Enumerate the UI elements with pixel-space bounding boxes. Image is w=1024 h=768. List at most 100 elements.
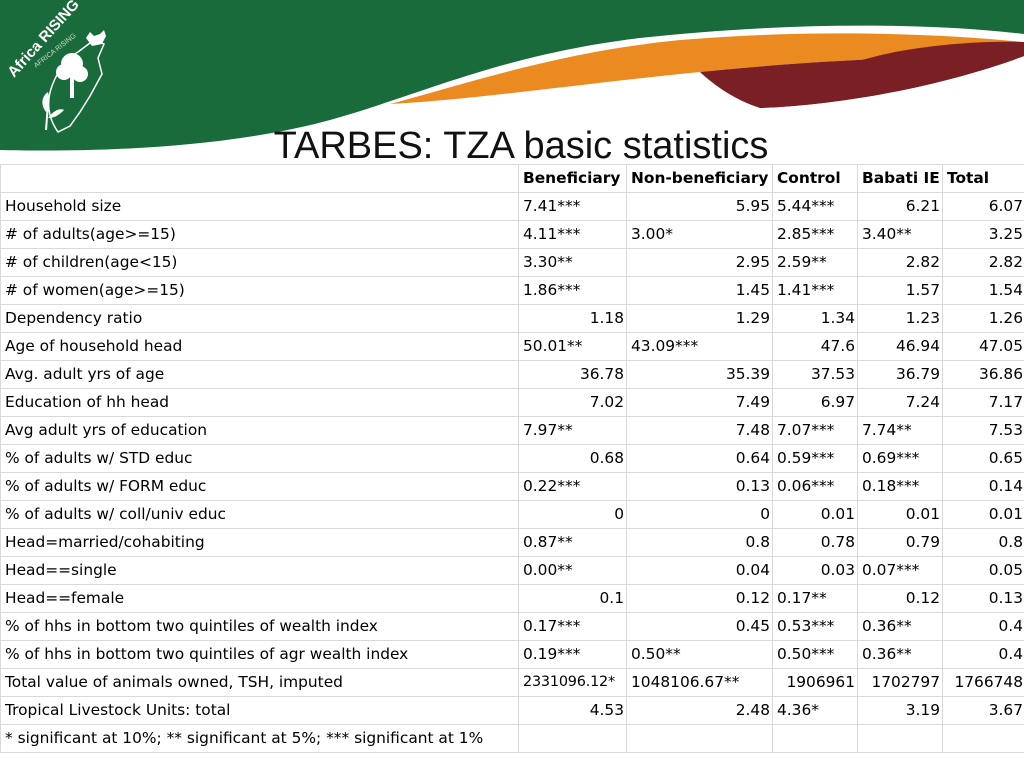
table-row: Education of hh head 7.02 7.49 6.97 7.24 7.17: [0, 388, 1024, 417]
table-cell: 4.53: [518, 696, 627, 725]
table-cell: 7.17: [942, 388, 1024, 417]
table-cell: 0: [518, 500, 627, 529]
table-row: Tropical Livestock Units: total 4.53 2.48 4…: [0, 696, 1024, 725]
table-cell: 0.01: [857, 500, 943, 529]
column-header: Control: [772, 164, 858, 193]
table-cell: 3.40**: [857, 220, 943, 249]
table-cell: 1.18: [518, 304, 627, 333]
table-cell: 7.97**: [518, 416, 627, 445]
table-cell: 0.36**: [857, 640, 943, 669]
empty-cell: [772, 724, 858, 753]
table-row: # of children(age<15) 3.30** 2.95 2.59** 2.8…: [0, 248, 1024, 277]
table-cell: 5.95: [626, 192, 773, 221]
table-header: Beneficiary Non-beneficiary Control Babati …: [0, 164, 1024, 193]
table-cell: 0.00**: [518, 556, 627, 585]
table-row: Dependency ratio 1.18 1.29 1.34 1.23 1.26: [0, 304, 1024, 333]
column-header: Babati IE: [857, 164, 943, 193]
table-cell: 1766748: [942, 668, 1024, 697]
table-cell: 0.14: [942, 472, 1024, 501]
row-label: Total value of animals owned, TSH, imput…: [0, 668, 519, 697]
table-cell: 1.23: [857, 304, 943, 333]
africa-rising-logo: Africa RISING AFRICA RISING: [4, 0, 106, 133]
footnote: * significant at 10%; ** significant at …: [0, 724, 519, 753]
table-cell: 1702797: [857, 668, 943, 697]
table-cell: 6.07: [942, 192, 1024, 221]
table-cell: 2.82: [857, 248, 943, 277]
row-label: Head==single: [0, 556, 519, 585]
table-cell: 7.02: [518, 388, 627, 417]
row-label: Education of hh head: [0, 388, 519, 417]
table-row: Age of household head 50.01** 43.09*** 47.6…: [0, 332, 1024, 361]
header-row: Beneficiary Non-beneficiary Control Babati …: [0, 164, 1024, 193]
table-cell: 0.87**: [518, 528, 627, 557]
table-row: % of hhs in bottom two quintiles of agr …: [0, 640, 1024, 669]
page-title: TARBES: TZA basic statistics: [273, 125, 769, 167]
column-header: Total: [942, 164, 1024, 193]
table-row: % of adults w/ coll/univ educ 0 0 0.01 0.01 0…: [0, 500, 1024, 529]
cow-icon: [86, 30, 106, 46]
table-cell: 0.13: [626, 472, 773, 501]
table-cell: 2.82: [942, 248, 1024, 277]
table-cell: 7.07***: [772, 416, 858, 445]
table-cell: 0.8: [942, 528, 1024, 557]
table-cell: 0.36**: [857, 612, 943, 641]
table-cell: 1.45: [626, 276, 773, 305]
table-cell: 1.26: [942, 304, 1024, 333]
table-cell: 4.11***: [518, 220, 627, 249]
table-cell: 1.57: [857, 276, 943, 305]
table-row: Head==single 0.00** 0.04 0.03 0.07*** 0.05: [0, 556, 1024, 585]
row-label: % of adults w/ STD educ: [0, 444, 519, 473]
table-cell: 3.25: [942, 220, 1024, 249]
table-cell: 1.34: [772, 304, 858, 333]
table-row: Head=married/cohabiting 0.87** 0.8 0.78 0.79…: [0, 528, 1024, 557]
table-cell: 4.36*: [772, 696, 858, 725]
table-cell: 0.68: [518, 444, 627, 473]
table-cell: 2.59**: [772, 248, 858, 277]
table-cell: 36.79: [857, 360, 943, 389]
row-label: % of hhs in bottom two quintiles of agr …: [0, 640, 519, 669]
row-label: Tropical Livestock Units: total: [0, 696, 519, 725]
table-cell: 0.18***: [857, 472, 943, 501]
empty-cell: [518, 724, 627, 753]
table-cell: 1048106.67**: [626, 668, 773, 697]
row-label: # of adults(age>=15): [0, 220, 519, 249]
table-cell: 0.79: [857, 528, 943, 557]
table-cell: 1.86***: [518, 276, 627, 305]
table-cell: 0.17***: [518, 612, 627, 641]
table-row: % of hhs in bottom two quintiles of weal…: [0, 612, 1024, 641]
table-cell: 0.22***: [518, 472, 627, 501]
table-cell: 35.39: [626, 360, 773, 389]
row-label: Dependency ratio: [0, 304, 519, 333]
table-cell: 0.05: [942, 556, 1024, 585]
table-row: Avg. adult yrs of age 36.78 35.39 37.53 36.7…: [0, 360, 1024, 389]
table-cell: 47.6: [772, 332, 858, 361]
table-cell: 2331096.12*: [518, 668, 627, 697]
table-body: Household size 7.41*** 5.95 5.44*** 6.21 6.07…: [0, 192, 1024, 753]
table-cell: 3.00*: [626, 220, 773, 249]
table-cell: 0.06***: [772, 472, 858, 501]
table-cell: 6.97: [772, 388, 858, 417]
table-row: % of adults w/ FORM educ 0.22*** 0.13 0.06*…: [0, 472, 1024, 501]
table-cell: 1906961: [772, 668, 858, 697]
table-row: Head==female 0.1 0.12 0.17** 0.12 0.13: [0, 584, 1024, 613]
table-cell: 2.48: [626, 696, 773, 725]
table-cell: 0.50**: [626, 640, 773, 669]
row-label: Age of household head: [0, 332, 519, 361]
table-row: Avg adult yrs of education 7.97** 7.48 7.07…: [0, 416, 1024, 445]
table-cell: 36.86: [942, 360, 1024, 389]
table-cell: 7.48: [626, 416, 773, 445]
table-row: % of adults w/ STD educ 0.68 0.64 0.59*** 0.…: [0, 444, 1024, 473]
table-cell: 5.44***: [772, 192, 858, 221]
table-cell: 7.41***: [518, 192, 627, 221]
table-cell: 0.1: [518, 584, 627, 613]
table-cell: 7.74**: [857, 416, 943, 445]
row-label: Household size: [0, 192, 519, 221]
header-cell-blank: [0, 164, 519, 193]
footnote-row: * significant at 10%; ** significant at …: [0, 724, 1024, 753]
table-cell: 2.95: [626, 248, 773, 277]
table-cell: 0.04: [626, 556, 773, 585]
table-row: # of women(age>=15) 1.86*** 1.45 1.41*** 1.5…: [0, 276, 1024, 305]
table-cell: 0.64: [626, 444, 773, 473]
table-cell: 0.65: [942, 444, 1024, 473]
table-cell: 0.4: [942, 640, 1024, 669]
